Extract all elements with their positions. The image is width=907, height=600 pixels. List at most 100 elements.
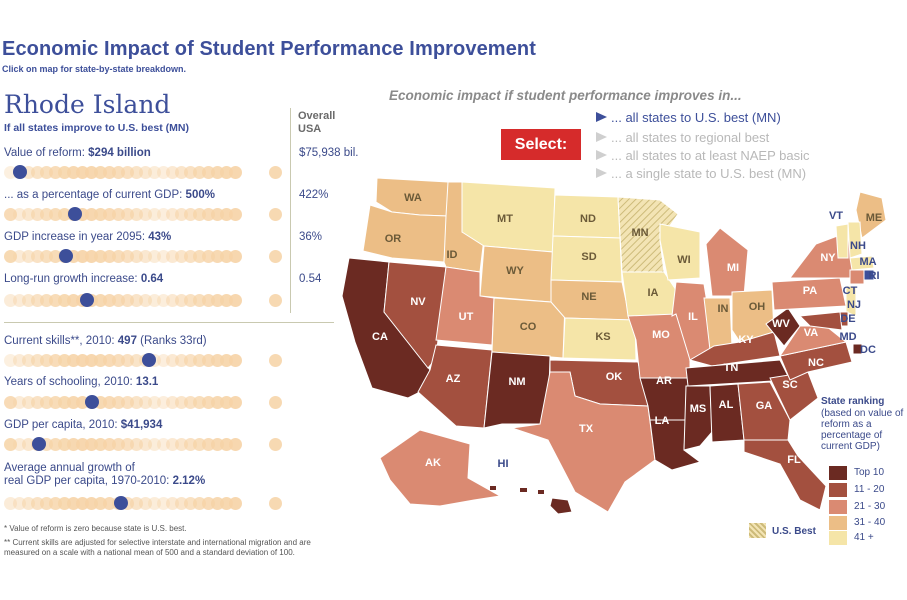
selected-state-name: Rhode Island [4,90,171,119]
rank-dots [4,353,304,368]
state-mi[interactable] [705,227,749,297]
scenario-naep-basic[interactable]: ... all states to at least NAEP basic [596,148,809,163]
legend-item: 31 - 40 [829,516,899,530]
state-ct[interactable] [849,269,865,285]
legend-item: 11 - 20 [829,483,899,497]
state-ri[interactable] [863,269,875,281]
rank-dots [4,437,304,452]
state-sd[interactable] [550,235,623,283]
state-ak[interactable] [379,429,502,507]
overall-usa-heading: Overall USA [298,110,335,136]
state-wi[interactable] [659,223,701,281]
overall-head-line2: USA [298,123,322,135]
indicator-years-schooling: Years of schooling, 2010: 13.1 [4,376,159,388]
hawaii-island[interactable] [538,490,544,494]
scenario-single-state[interactable]: ... a single state to U.S. best (MN) [596,166,806,181]
rank-dot [148,208,161,221]
scenario-all-to-us-best[interactable]: ... all states to U.S. best (MN) [596,110,781,125]
rank-dot [148,497,161,510]
state-hi[interactable] [549,497,573,515]
hawaii-island[interactable] [490,486,496,490]
rank-dot [139,208,152,221]
state-pa[interactable] [771,277,847,311]
rank-dot [269,250,282,263]
rank-dot [148,166,161,179]
rank-dot [4,438,17,451]
scenario-regional-best[interactable]: ... all states to regional best [596,130,769,145]
rank-dot [4,250,17,263]
rank-dots [4,207,304,222]
rank-dot [269,208,282,221]
column-divider [290,108,291,313]
rank-dot [229,438,242,451]
overall-percent-gdp: 422% [299,189,329,201]
rank-dot [4,294,17,307]
rank-dot [229,497,242,510]
rank-dot [4,208,17,221]
metric-value-of-reform: Value of reform: $294 billion [4,147,151,159]
triangle-right-icon [596,112,607,122]
triangle-right-icon [596,168,607,178]
state-ms[interactable] [683,385,713,451]
legend-item: 41 + [829,531,899,545]
state-ma[interactable] [849,255,875,271]
us-best-swatch [749,523,766,538]
legend-item: 21 - 30 [829,500,899,514]
rank-dot [269,438,282,451]
rank-dots [4,395,304,410]
rank-dot [157,438,170,451]
selected-state-dot [68,207,82,221]
state-wy[interactable] [479,245,554,303]
hawaii-island[interactable] [520,488,527,492]
state-dc[interactable] [852,343,863,355]
selected-state-dot [59,249,73,263]
indicator-avg-growth: Average annual growth of real GDP per cap… [4,462,206,487]
state-ga[interactable] [737,381,791,441]
rank-dots [4,293,304,308]
state-fl[interactable] [743,439,827,511]
state-nj[interactable] [845,285,857,317]
impact-heading: Economic impact if student performance i… [389,88,742,103]
select-button[interactable]: Select: [501,129,581,160]
legend-swatch [829,500,847,514]
legend-swatch [829,516,847,530]
state-ks[interactable] [562,317,637,361]
rank-dots [4,165,304,180]
overall-head-line1: Overall [298,110,336,122]
rank-dot [157,208,170,221]
metric-long-run-growth: Long-run growth increase: 0.64 [4,273,164,285]
rank-dot [229,166,242,179]
rank-dot [4,497,17,510]
legend-swatch [829,466,847,480]
state-nd[interactable] [552,194,621,239]
rank-dot [148,396,161,409]
state-nm[interactable] [483,351,551,429]
rank-dot [139,497,152,510]
state-co[interactable] [491,297,566,359]
rank-dot [229,250,242,263]
state-md[interactable] [798,311,843,331]
legend-description: (based on value of reform as a percentag… [821,408,904,452]
overall-long-run-growth: 0.54 [299,273,322,285]
metric-gdp-increase-2095: GDP increase in year 2095: 43% [4,231,172,243]
footnote-current-skills: ** Current skills are adjusted for selec… [4,538,311,557]
rank-dot [157,354,170,367]
state-me[interactable] [855,191,887,239]
rank-dot [139,396,152,409]
state-ne[interactable] [550,279,631,321]
rank-dot [4,396,17,409]
rank-dot [229,354,242,367]
state-tx[interactable] [511,371,656,513]
legend-title: State ranking [821,396,885,407]
state-vt[interactable] [835,223,849,259]
legend-swatch [829,483,847,497]
state-wv[interactable] [765,307,801,347]
rank-dot [269,294,282,307]
state-nh[interactable] [847,221,863,259]
legend-swatch [829,531,847,545]
overall-gdp-increase-2095: 36% [299,231,323,243]
rank-dot [148,250,161,263]
rank-dot [157,166,170,179]
indicator-gdp-per-capita: GDP per capita, 2010: $41,934 [4,419,163,431]
